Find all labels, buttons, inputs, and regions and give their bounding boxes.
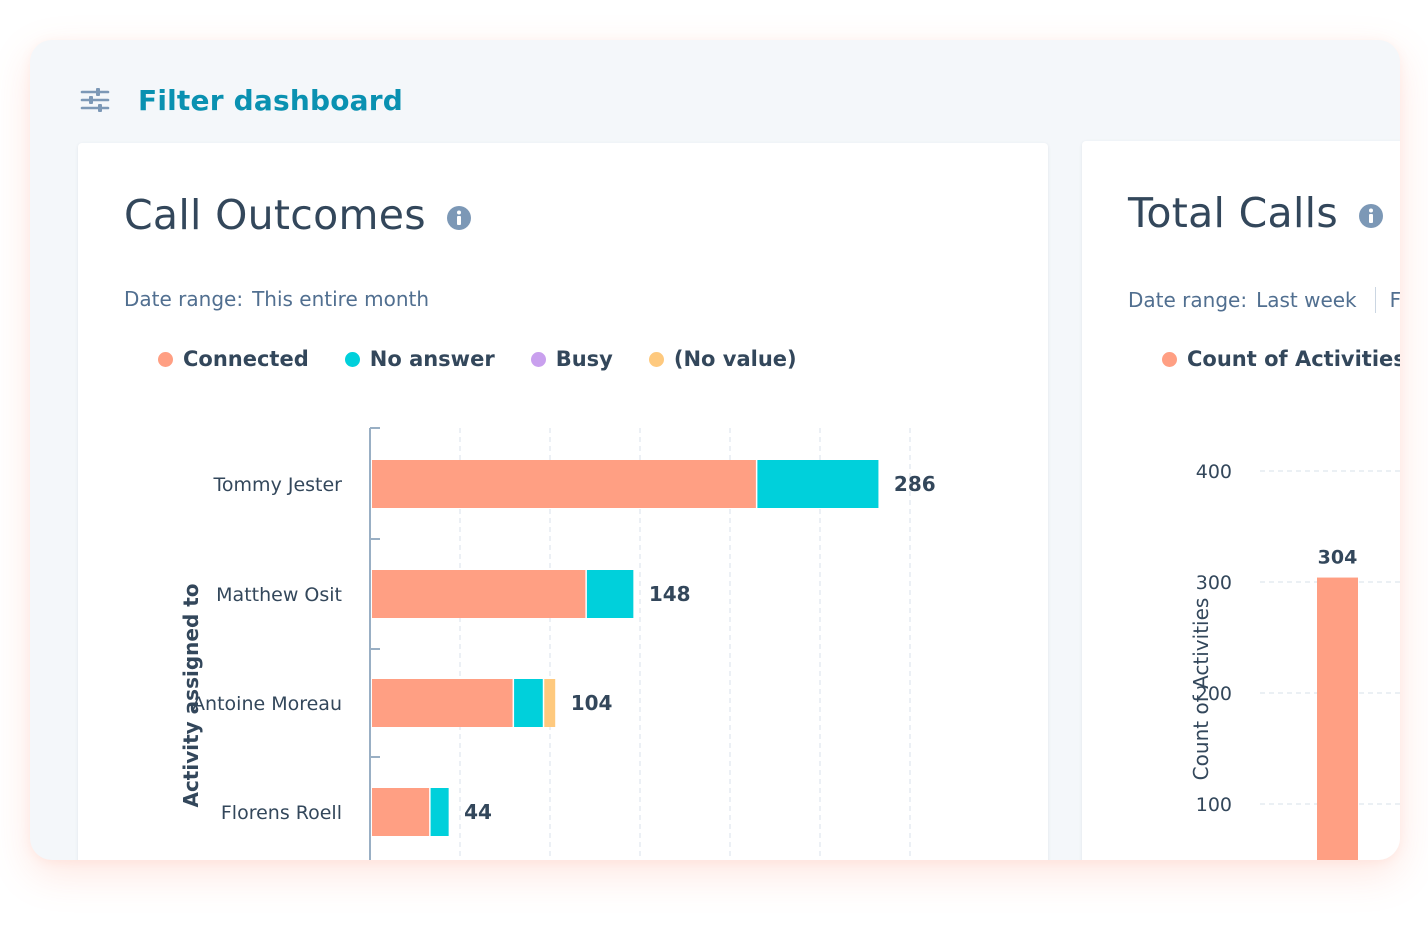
total-calls-chart: Count of Activities40030020010030429 xyxy=(1189,461,1400,860)
legend-dot xyxy=(344,351,360,367)
bar-total-label: 148 xyxy=(649,582,691,606)
legend-label: (No value) xyxy=(673,347,797,371)
category-label: Matthew Osit xyxy=(216,584,342,606)
category-label: Antoine Moreau xyxy=(192,693,342,715)
date-range-value: Last week xyxy=(1256,288,1357,312)
bar-segment[interactable] xyxy=(372,570,586,618)
bar-segment[interactable] xyxy=(430,788,449,836)
date-range-label: Date range: xyxy=(124,287,244,311)
legend-dot xyxy=(648,351,664,367)
bar-segment[interactable] xyxy=(372,460,756,508)
filter-dashboard-link[interactable]: Filter dashboard xyxy=(138,83,404,117)
bar-segment[interactable] xyxy=(757,460,879,508)
bar-segment[interactable] xyxy=(372,788,430,836)
date-range-trailing: F xyxy=(1389,288,1400,312)
category-label: Florens Roell xyxy=(221,802,342,824)
dashboard-container: Filter dashboard Call Outcomes Date rang… xyxy=(30,40,1400,860)
legend-dot xyxy=(530,351,546,367)
call-outcomes-card: Call Outcomes Date range: This entire mo… xyxy=(78,143,1048,860)
total-calls-title-row: Total Calls xyxy=(1128,189,1384,237)
y-axis-title: Activity assigned to xyxy=(179,583,203,807)
bar[interactable] xyxy=(1317,577,1358,860)
date-range[interactable]: Date range: This entire month xyxy=(124,287,429,311)
bar-segment[interactable] xyxy=(372,679,513,727)
legend-item[interactable]: No answer xyxy=(344,347,495,371)
filter-dashboard-bar[interactable]: Filter dashboard xyxy=(80,80,403,120)
legend-label: Connected xyxy=(183,347,309,371)
info-icon[interactable] xyxy=(446,205,472,231)
legend-item[interactable]: (No value) xyxy=(648,347,797,371)
bar-segment[interactable] xyxy=(544,679,556,727)
legend-dot xyxy=(1162,351,1177,367)
bar-total-label: 44 xyxy=(464,800,492,824)
bar-value-label: 304 xyxy=(1318,547,1358,569)
call-outcomes-chart: Activity assigned to Tommy Jester 286 Matth… xyxy=(179,427,936,860)
legend-label: Busy xyxy=(555,347,613,371)
legend-dot xyxy=(158,351,173,367)
bar-total-label: 286 xyxy=(894,472,936,496)
legend-label: No answer xyxy=(369,347,495,371)
y-tick-label: 300 xyxy=(1196,572,1232,594)
y-axis-title: Count of Activities xyxy=(1189,598,1213,781)
y-tick-label: 400 xyxy=(1196,461,1232,483)
date-range-value: This entire month xyxy=(252,287,430,311)
chart-legend: Count of Activities xyxy=(1162,347,1400,371)
legend-item[interactable]: Count of Activities xyxy=(1162,347,1400,371)
card-title: Call Outcomes xyxy=(124,191,426,239)
date-range[interactable]: Date range: Last week F xyxy=(1128,287,1400,313)
y-tick-label: 100 xyxy=(1196,794,1232,816)
bar-total-label: 104 xyxy=(571,691,613,715)
divider xyxy=(1374,287,1376,313)
bar-segment[interactable] xyxy=(514,679,543,727)
legend-item[interactable]: Connected xyxy=(158,347,309,371)
info-icon[interactable] xyxy=(1358,203,1384,229)
date-range-label: Date range: xyxy=(1128,288,1248,312)
legend-item[interactable]: Busy xyxy=(530,347,613,371)
bar-segment[interactable] xyxy=(586,570,634,618)
chart-legend: Connected No answer Busy (No value) xyxy=(158,347,833,371)
category-label: Tommy Jester xyxy=(213,474,343,496)
call-outcomes-title-row: Call Outcomes xyxy=(124,191,472,239)
y-tick-label: 200 xyxy=(1196,683,1232,705)
sliders-icon[interactable] xyxy=(80,85,110,115)
legend-label: Count of Activities xyxy=(1187,347,1400,371)
card-title: Total Calls xyxy=(1128,189,1338,237)
total-calls-card: Total Calls Date range: Last week F Coun… xyxy=(1082,141,1400,860)
